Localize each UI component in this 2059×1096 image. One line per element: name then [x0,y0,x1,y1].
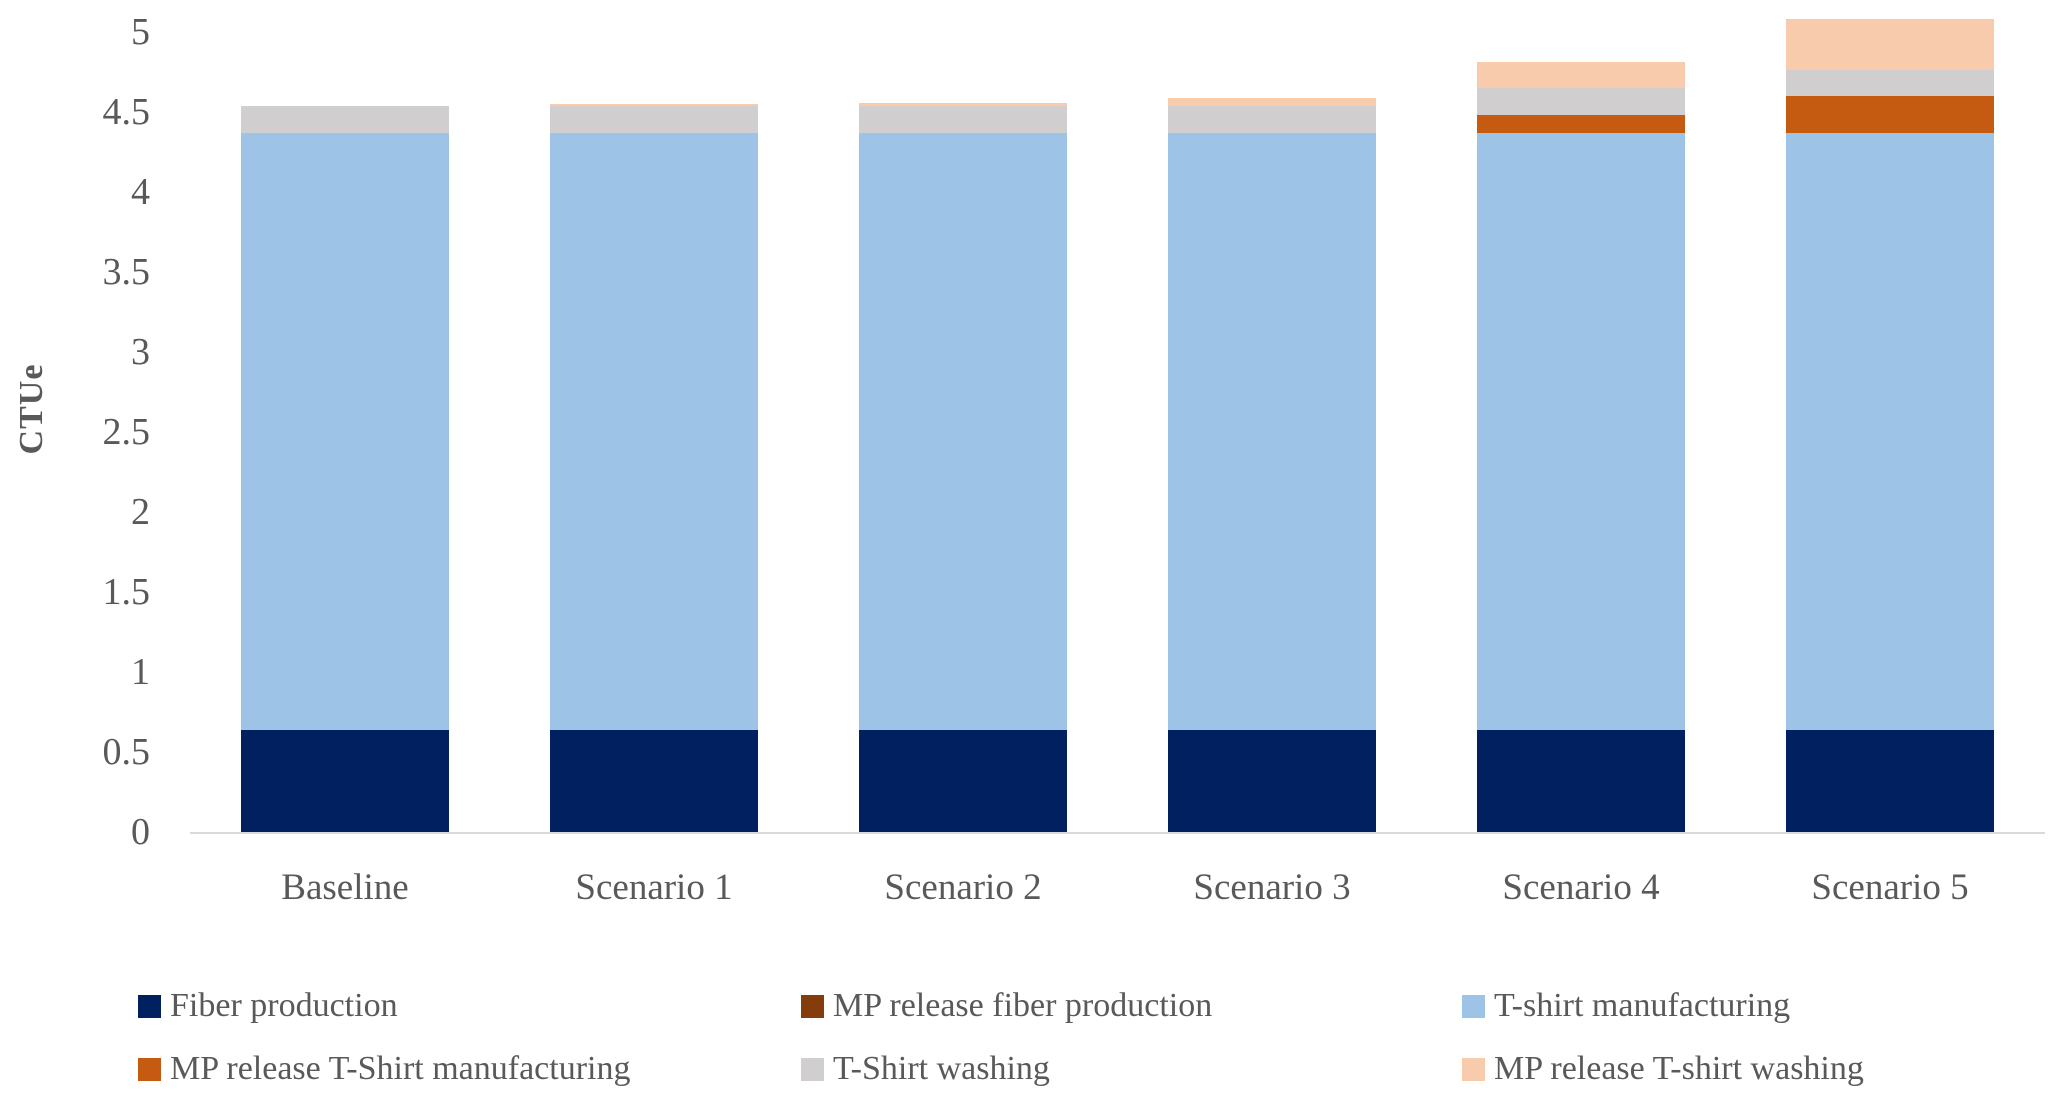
bar-segment [1786,96,1994,133]
x-axis-line [190,832,2045,834]
legend-swatch-icon [1462,994,1485,1018]
x-axis-label: Scenario 3 [1193,867,1351,908]
x-axis-label: Scenario 5 [1811,867,1969,908]
bar-segment [1168,730,1376,832]
legend-item: MP release fiber production [801,986,1212,1026]
y-tick-label: 0.5 [102,731,151,773]
y-tick-label: 3 [131,331,150,373]
legend-item: MP release T-Shirt manufacturing [138,1049,630,1089]
legend-label: MP release T-Shirt manufacturing [170,1050,631,1087]
bar-segment [1786,133,1994,730]
x-axis-label: Baseline [281,867,409,908]
x-axis-label: Scenario 4 [1502,867,1660,908]
bar-segment [1786,19,1994,70]
y-tick-label: 1.5 [102,571,151,613]
bar-segment [859,730,1067,832]
bar-segment [859,133,1067,730]
bar-segment [241,106,449,133]
x-axis-label: Scenario 2 [884,867,1042,908]
bar-segment [241,133,449,730]
bar-segment [1786,70,1994,96]
legend-item: Fiber production [138,986,398,1026]
bar-segment [550,104,758,106]
legend-swatch-icon [801,994,824,1018]
bar-segment [241,730,449,832]
y-tick-label: 0 [131,811,150,853]
bar-segment [550,106,758,133]
bar-segment [1786,730,1994,832]
bar-segment [550,133,758,730]
bar-segment [1477,115,1685,133]
legend-item: MP release T-shirt washing [1462,1049,1864,1089]
y-tick-label: 5 [131,11,150,53]
bar-segment [1477,62,1685,88]
y-tick-label: 4.5 [102,91,151,133]
bar-segment [550,730,758,832]
bar-segment [859,103,1067,106]
legend-swatch-icon [1462,1057,1485,1081]
legend-item: T-Shirt washing [801,1049,1050,1089]
bar-segment [1168,106,1376,133]
legend-label: MP release T-shirt washing [1494,1050,1864,1087]
legend-label: T-shirt manufacturing [1494,987,1791,1024]
bar-segment [1168,133,1376,730]
y-tick-label: 3.5 [102,251,151,293]
y-tick-label: 1 [131,651,150,693]
legend-swatch-icon [138,994,161,1018]
x-axis-label: Scenario 1 [575,867,733,908]
y-tick-label: 2.5 [102,411,151,453]
y-tick-label: 4 [131,171,150,213]
legend-swatch-icon [138,1057,161,1081]
legend-label: MP release fiber production [833,987,1213,1024]
legend-label: T-Shirt washing [833,1050,1050,1087]
bar-segment [1477,133,1685,730]
bar-segment [1477,88,1685,115]
y-tick-label: 2 [131,491,150,533]
bar-segment [859,106,1067,133]
legend-label: Fiber production [170,987,398,1024]
legend-swatch-icon [801,1057,824,1081]
legend-item: T-shirt manufacturing [1462,986,1790,1026]
bar-segment [1168,98,1376,106]
bar-segment [1477,730,1685,832]
